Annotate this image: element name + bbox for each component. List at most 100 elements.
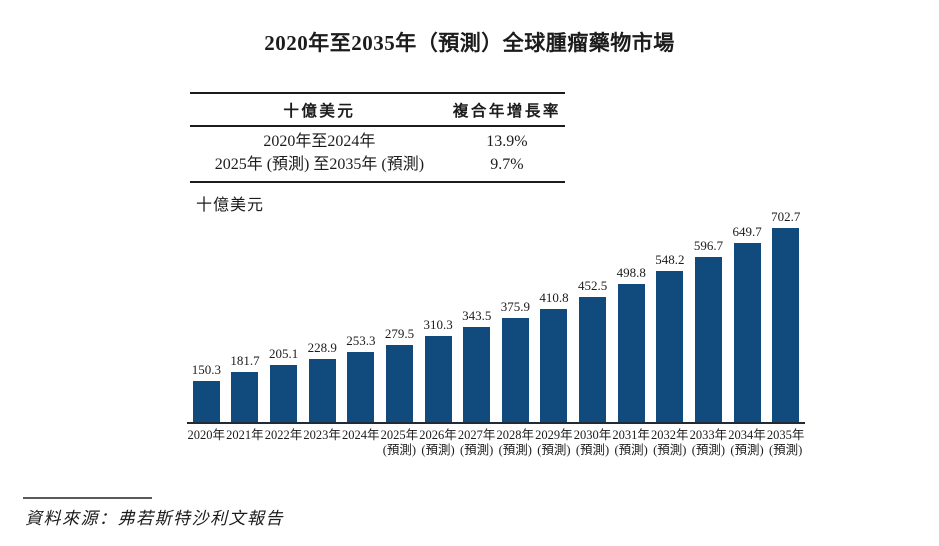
cagr-value-cell: 9.7% [490,156,524,173]
cagr-table-header-row: 十億美元 複合年增長率 [190,94,565,127]
bar-column: 181.7 [226,206,265,422]
x-tick-forecast-note: (預測) [691,443,726,457]
bar [270,365,298,422]
x-tick-year: 2031年 [612,428,650,442]
x-tick-label: 2035年 (預測) [766,428,805,458]
x-tick-forecast-note: (預測) [421,443,455,457]
x-tick-label: 2029年 (預測) [535,428,574,458]
cagr-value-cell: 13.9% [486,133,528,150]
bar-column: 702.7 [766,206,805,422]
x-tick-label: 2021年 [226,428,265,458]
x-tick-forecast-note: (預測) [460,443,494,457]
source-divider [23,497,152,499]
x-tick-label: 2020年 [187,428,226,458]
x-tick-forecast-note: (預測) [769,443,803,457]
bar [308,359,336,422]
cagr-table: 十億美元 複合年增長率 2020年至2024年 13.9% 2025年 (預測)… [190,92,565,183]
x-tick-year: 2030年 [573,428,612,442]
bar-column: 498.8 [612,206,651,422]
x-tick-year: 2024年 [342,428,380,442]
bar [733,243,761,422]
bar-value-label: 181.7 [230,353,260,368]
bar-value-label: 310.3 [423,317,453,332]
x-tick-forecast-note [187,443,226,458]
cagr-period-cell: 2020年至2024年 [263,133,376,150]
x-tick-label: 2033年 (預測) [689,428,728,458]
bar-value-label: 205.1 [268,346,299,361]
bar-column: 548.2 [651,206,690,422]
x-tick-label: 2026年 (預測) [419,428,458,458]
x-tick-forecast-note: (預測) [730,443,764,457]
bar-column: 649.7 [728,206,767,422]
x-tick-forecast-note: (預測) [382,443,417,457]
x-tick-label: 2032年 (預測) [651,428,690,458]
bar [656,271,684,422]
bar-column: 279.5 [380,206,419,422]
x-tick-forecast-note: (預測) [653,443,687,457]
bar [424,336,452,422]
bar-value-label: 548.2 [655,252,685,267]
bar-value-label: 702.7 [771,209,801,224]
bar-value-label: 375.9 [500,299,530,314]
bar-column: 596.7 [689,206,728,422]
x-tick-year: 2022年 [264,428,303,442]
bar-value-label: 410.8 [539,290,569,305]
x-tick-forecast-note: (預測) [614,443,648,457]
bar-column: 410.8 [535,206,574,422]
x-tick-label: 2034年 (預測) [728,428,767,458]
x-tick-forecast-note: (預測) [537,443,571,457]
x-axis: 2020年 2021年 2022年 2023年 2024年 2025年 (預測) 2… [187,428,805,458]
bar [192,381,220,422]
cagr-period-cell: 2025年 (預測) 至2035年 (預測) [214,156,425,173]
x-tick-forecast-note [226,443,265,458]
x-tick-label: 2022年 [264,428,303,458]
x-tick-label: 2024年 [342,428,381,458]
x-tick-forecast-note [342,443,381,458]
table-row: 2025年 (預測) 至2035年 (預測) 9.7% [190,153,565,181]
bar [540,309,568,422]
bar-value-label: 452.5 [577,278,608,293]
x-tick-label: 2030年 (預測) [573,428,612,458]
bar-column: 343.5 [457,206,496,422]
source-note: 資料來源：弗若斯特沙利文報告 [25,509,284,528]
x-tick-label: 2023年 [303,428,342,458]
bar [231,372,259,422]
x-tick-label: 2025年 (預測) [380,428,419,458]
x-tick-forecast-note: (預測) [575,443,610,457]
x-tick-forecast-note: (預測) [498,443,532,457]
bar [385,345,413,422]
bar-column: 228.9 [303,206,342,422]
x-tick-label: 2031年 (預測) [612,428,651,458]
table-row: 2020年至2024年 13.9% [190,127,565,153]
x-tick-year: 2020年 [187,428,226,442]
chart-title: 2020年至2035年（預測）全球腫瘤藥物市場 [264,31,675,55]
bar-column: 253.3 [342,206,381,422]
x-tick-year: 2032年 [651,428,689,442]
x-tick-forecast-note [303,443,342,458]
bar-value-label: 150.3 [191,362,221,377]
bar [347,352,375,422]
x-tick-year: 2028年 [496,428,535,442]
bar-column: 205.1 [264,206,303,422]
x-tick-year: 2026年 [419,428,457,442]
bar-value-label: 649.7 [732,224,762,239]
bar-value-label: 343.5 [462,308,492,323]
bar [617,284,645,422]
bar [463,327,491,422]
x-tick-year: 2033年 [689,428,728,442]
x-tick-year: 2023年 [303,428,341,442]
x-tick-year: 2029年 [535,428,573,442]
bar-column: 375.9 [496,206,535,422]
bar-value-label: 596.7 [693,238,724,253]
bar-column: 310.3 [419,206,458,422]
bar [579,297,607,422]
x-tick-year: 2035年 [766,428,805,442]
x-tick-label: 2028年 (預測) [496,428,535,458]
x-tick-year: 2027年 [457,428,496,442]
bar [772,228,800,422]
x-tick-year: 2021年 [226,428,264,442]
bar-plot: 150.3 181.7 205.1 228.9 253.3 279.5 310.3 343.5… [187,206,805,424]
bar-value-label: 279.5 [384,326,415,341]
bar-value-label: 253.3 [346,333,376,348]
